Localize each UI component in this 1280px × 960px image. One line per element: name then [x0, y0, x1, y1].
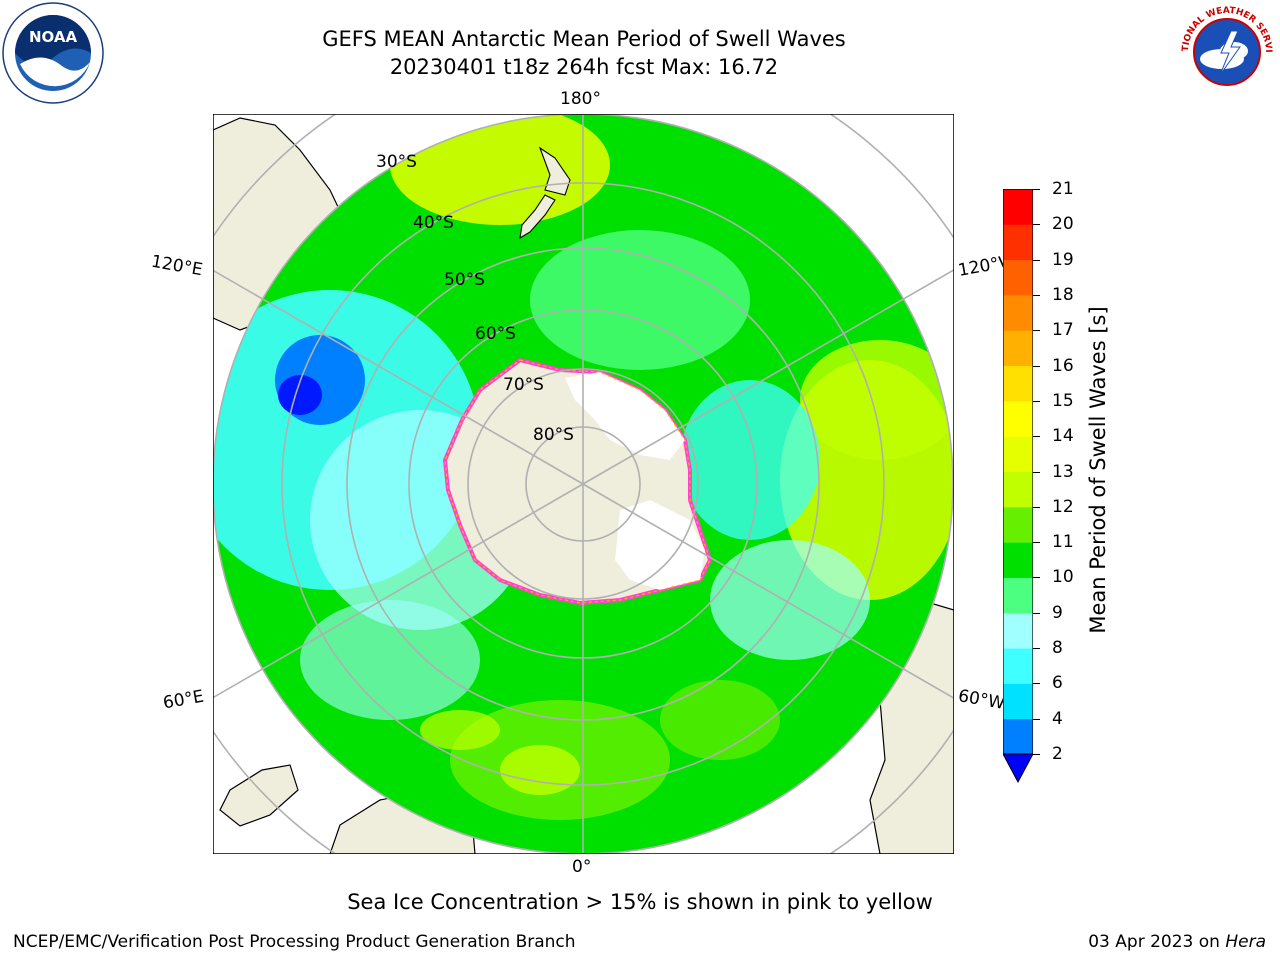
colorbar-tick-label: 2 — [1052, 744, 1063, 764]
colorbar-tick-mark — [1033, 365, 1040, 367]
colorbar-tick-mark — [1033, 683, 1040, 685]
colorbar-segment — [1003, 330, 1033, 367]
colorbar-tick-mark — [1033, 612, 1040, 614]
weddell-ice-shelf — [615, 500, 705, 590]
colorbar-segment — [1003, 436, 1033, 472]
colorbar-tick-mark — [1033, 400, 1040, 402]
noaa-logo: NOAA — [2, 2, 104, 104]
colorbar-tick-label: 14 — [1052, 426, 1074, 447]
colorbar-tick-label: 4 — [1052, 708, 1063, 729]
colorbar-tick-label: 18 — [1052, 284, 1074, 305]
footer-date-text: 03 Apr 2023 on — [1088, 932, 1226, 952]
lon-label-60w: 60°W — [956, 686, 1007, 714]
colorbar-tick-label: 12 — [1052, 496, 1074, 517]
colorbar-segment — [1003, 718, 1033, 755]
colorbar-tick-label: 15 — [1052, 390, 1074, 411]
colorbar-tick-mark — [1033, 577, 1040, 579]
map-subtitle: 20230401 t18z 264h fcst Max: 16.72 — [389, 55, 779, 79]
noaa-logo-text: NOAA — [29, 28, 78, 46]
colorbar-segment — [1003, 577, 1033, 614]
colorbar-segment — [1003, 400, 1033, 437]
new-zealand-south — [519, 194, 556, 240]
colorbar-tick-label: 21 — [1052, 179, 1074, 199]
colorbar-tick-mark — [1033, 718, 1040, 720]
lat-label-70s: 70°S — [503, 375, 544, 395]
lat-label-30s: 30°S — [376, 152, 417, 172]
polar-map — [213, 114, 954, 854]
colorbar-tick-mark — [1033, 648, 1040, 650]
graticule — [213, 114, 954, 854]
madagascar-land — [219, 764, 299, 827]
colorbar-tick-mark — [1033, 330, 1040, 332]
colorbar-segment — [1003, 506, 1033, 543]
colorbar-tick-label: 17 — [1052, 320, 1074, 341]
colorbar-tick-label: 9 — [1052, 602, 1063, 623]
sea-ice-note: Sea Ice Concentration > 15% is shown in … — [347, 890, 933, 914]
colorbar — [1003, 189, 1033, 784]
lon-label-180: 180° — [560, 89, 601, 109]
colorbar-segment — [1003, 259, 1033, 296]
lon-label-0: 0° — [572, 857, 592, 877]
colorbar-tick-label: 6 — [1052, 673, 1063, 694]
nws-logo: NATIONAL WEATHER SERVICE — [1176, 1, 1276, 101]
lat-label-60s: 60°S — [475, 324, 516, 344]
colorbar-tick-mark — [1033, 754, 1040, 755]
lat-label-80s: 80°S — [533, 425, 574, 445]
colorbar-extend-arrow — [1003, 753, 1033, 784]
footer-machine: Hera — [1225, 932, 1266, 952]
footer-producer: NCEP/EMC/Verification Post Processing Pr… — [13, 932, 576, 952]
lon-label-60e: 60°E — [161, 686, 206, 714]
colorbar-tick-mark — [1033, 506, 1040, 508]
colorbar-segment — [1003, 542, 1033, 578]
colorbar-frame — [1003, 189, 1033, 755]
colorbar-segment — [1003, 365, 1033, 402]
colorbar-tick-mark — [1033, 294, 1040, 296]
colorbar-tick-mark — [1033, 224, 1040, 226]
colorbar-segment — [1003, 224, 1033, 261]
colorbar-segment — [1003, 294, 1033, 331]
map-title: GEFS MEAN Antarctic Mean Period of Swell… — [322, 27, 846, 51]
colorbar-tick-label: 11 — [1052, 532, 1074, 553]
colorbar-tick-label: 19 — [1052, 249, 1074, 270]
colorbar-segment — [1003, 648, 1033, 684]
colorbar-segment — [1003, 189, 1033, 225]
colorbar-segment — [1003, 612, 1033, 649]
lat-label-50s: 50°S — [444, 270, 485, 290]
colorbar-tick-label: 8 — [1052, 638, 1063, 659]
colorbar-tick-label: 16 — [1052, 355, 1074, 376]
colorbar-tick-label: 20 — [1052, 214, 1074, 235]
colorbar-tick-mark — [1033, 471, 1040, 473]
colorbar-tick-mark — [1033, 436, 1040, 438]
colorbar-tick-mark — [1033, 542, 1040, 544]
colorbar-tick-mark — [1033, 259, 1040, 261]
footer-date: 03 Apr 2023 on Hera — [1088, 932, 1266, 952]
colorbar-tick-mark — [1033, 189, 1040, 190]
lon-label-120e: 120°E — [149, 251, 205, 281]
colorbar-tick-label: 10 — [1052, 567, 1074, 588]
colorbar-segment — [1003, 683, 1033, 720]
ross-ice-shelf — [565, 372, 685, 460]
lat-label-40s: 40°S — [413, 213, 454, 233]
colorbar-title: Mean Period of Swell Waves [s] — [1086, 306, 1110, 634]
colorbar-segment — [1003, 471, 1033, 508]
colorbar-tick-label: 13 — [1052, 461, 1074, 482]
